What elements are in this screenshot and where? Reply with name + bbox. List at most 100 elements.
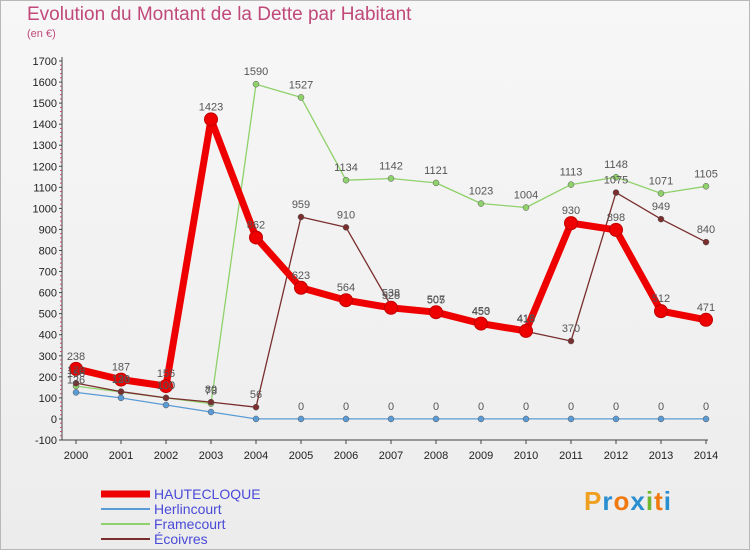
x-tick-label: 2001 bbox=[109, 450, 133, 462]
x-tick-label: 2007 bbox=[379, 450, 403, 462]
data-point bbox=[612, 189, 620, 196]
data-point bbox=[429, 305, 443, 320]
data-point bbox=[477, 200, 485, 207]
data-point bbox=[387, 415, 395, 423]
data-label: 453 bbox=[472, 306, 490, 318]
data-label: 80 bbox=[205, 384, 217, 396]
y-tick-label: 1300 bbox=[33, 140, 57, 152]
data-point bbox=[162, 401, 170, 409]
logo-letter: P bbox=[584, 486, 603, 516]
y-tick-label: 1400 bbox=[33, 119, 57, 131]
data-label: 100 bbox=[157, 380, 175, 392]
data-label: 0 bbox=[388, 401, 394, 413]
data-point bbox=[522, 415, 530, 423]
data-point bbox=[162, 394, 170, 402]
data-label: 100 bbox=[157, 380, 175, 392]
data-label: 416 bbox=[517, 313, 535, 325]
data-label: 898 bbox=[607, 212, 625, 224]
data-point bbox=[252, 415, 260, 423]
x-tick-label: 2003 bbox=[199, 450, 223, 462]
data-point bbox=[702, 415, 710, 423]
data-label: 959 bbox=[292, 199, 310, 211]
data-label: 73 bbox=[205, 386, 217, 398]
data-label: 1121 bbox=[424, 165, 448, 177]
x-tick-label: 2006 bbox=[334, 450, 358, 462]
data-label: 238 bbox=[67, 351, 85, 363]
proxiti-logo: Proxiti bbox=[584, 486, 672, 517]
y-tick-label: 600 bbox=[39, 288, 57, 300]
data-point bbox=[384, 300, 398, 315]
data-point bbox=[252, 403, 260, 411]
data-label: 1423 bbox=[199, 101, 223, 113]
logo-letter: t bbox=[654, 486, 664, 516]
x-tick-label: 2000 bbox=[64, 450, 88, 462]
y-tick-label: 800 bbox=[39, 246, 57, 258]
data-label: 0 bbox=[433, 401, 439, 413]
data-point bbox=[294, 280, 308, 295]
data-label: 0 bbox=[478, 401, 484, 413]
data-point bbox=[72, 389, 80, 396]
data-point bbox=[159, 379, 173, 394]
data-point bbox=[342, 224, 350, 231]
data-label: 1004 bbox=[514, 190, 538, 202]
data-point bbox=[342, 415, 350, 423]
data-label: 130 bbox=[112, 374, 130, 386]
data-point bbox=[567, 181, 575, 188]
data-point bbox=[72, 379, 80, 387]
x-tick-label: 2002 bbox=[154, 450, 178, 462]
x-tick-label: 2010 bbox=[514, 450, 538, 462]
x-tick-label: 2011 bbox=[559, 450, 583, 462]
y-tick-label: 1700 bbox=[33, 56, 57, 68]
data-label: 1134 bbox=[334, 162, 358, 174]
data-label: 471 bbox=[697, 302, 715, 314]
y-tick-label: 900 bbox=[39, 224, 57, 236]
data-label: 370 bbox=[562, 323, 580, 335]
x-tick-label: 2005 bbox=[289, 450, 313, 462]
data-label: 187 bbox=[112, 362, 130, 374]
legend-label: Écoivres bbox=[154, 531, 208, 547]
data-point bbox=[432, 415, 440, 423]
data-label: 862 bbox=[247, 219, 265, 231]
data-point bbox=[207, 408, 215, 416]
data-label: 1113 bbox=[560, 167, 583, 179]
x-tick-label: 2012 bbox=[604, 450, 628, 462]
data-point bbox=[342, 176, 350, 184]
data-point bbox=[207, 398, 215, 406]
data-label: 0 bbox=[298, 401, 304, 413]
data-label: 840 bbox=[697, 224, 715, 236]
y-tick-label: 1600 bbox=[33, 77, 57, 89]
data-point bbox=[69, 361, 83, 376]
data-label: 450 bbox=[472, 306, 490, 318]
logo-letter: x bbox=[630, 486, 646, 516]
y-tick-label: -100 bbox=[35, 435, 57, 447]
data-label: 1527 bbox=[289, 79, 313, 91]
data-label: 418 bbox=[517, 313, 535, 325]
logo-letter: i bbox=[645, 486, 655, 516]
data-point bbox=[657, 190, 665, 197]
y-tick-label: 100 bbox=[39, 393, 57, 405]
data-point bbox=[657, 415, 665, 423]
data-label: 1142 bbox=[379, 160, 403, 172]
data-label: 949 bbox=[652, 201, 670, 213]
y-tick-label: 500 bbox=[39, 309, 57, 321]
x-tick-label: 2008 bbox=[424, 450, 448, 462]
data-label: 910 bbox=[337, 209, 355, 221]
data-label: 1105 bbox=[694, 168, 718, 180]
data-label: 1148 bbox=[604, 159, 628, 171]
y-tick-label: 1200 bbox=[33, 161, 57, 173]
y-tick-label: 1000 bbox=[33, 203, 57, 215]
logo-letter: r bbox=[602, 486, 614, 516]
data-point bbox=[567, 337, 575, 345]
data-label: 564 bbox=[337, 282, 355, 294]
data-point bbox=[114, 372, 128, 387]
data-label: 1071 bbox=[649, 175, 673, 187]
y-tick-label: 300 bbox=[39, 351, 57, 363]
data-point bbox=[567, 415, 575, 423]
data-point bbox=[297, 94, 305, 101]
data-point bbox=[297, 415, 305, 423]
data-point bbox=[339, 293, 353, 308]
data-label: 0 bbox=[523, 401, 529, 413]
y-tick-label: 700 bbox=[39, 267, 57, 279]
logo-letter: i bbox=[663, 486, 672, 516]
